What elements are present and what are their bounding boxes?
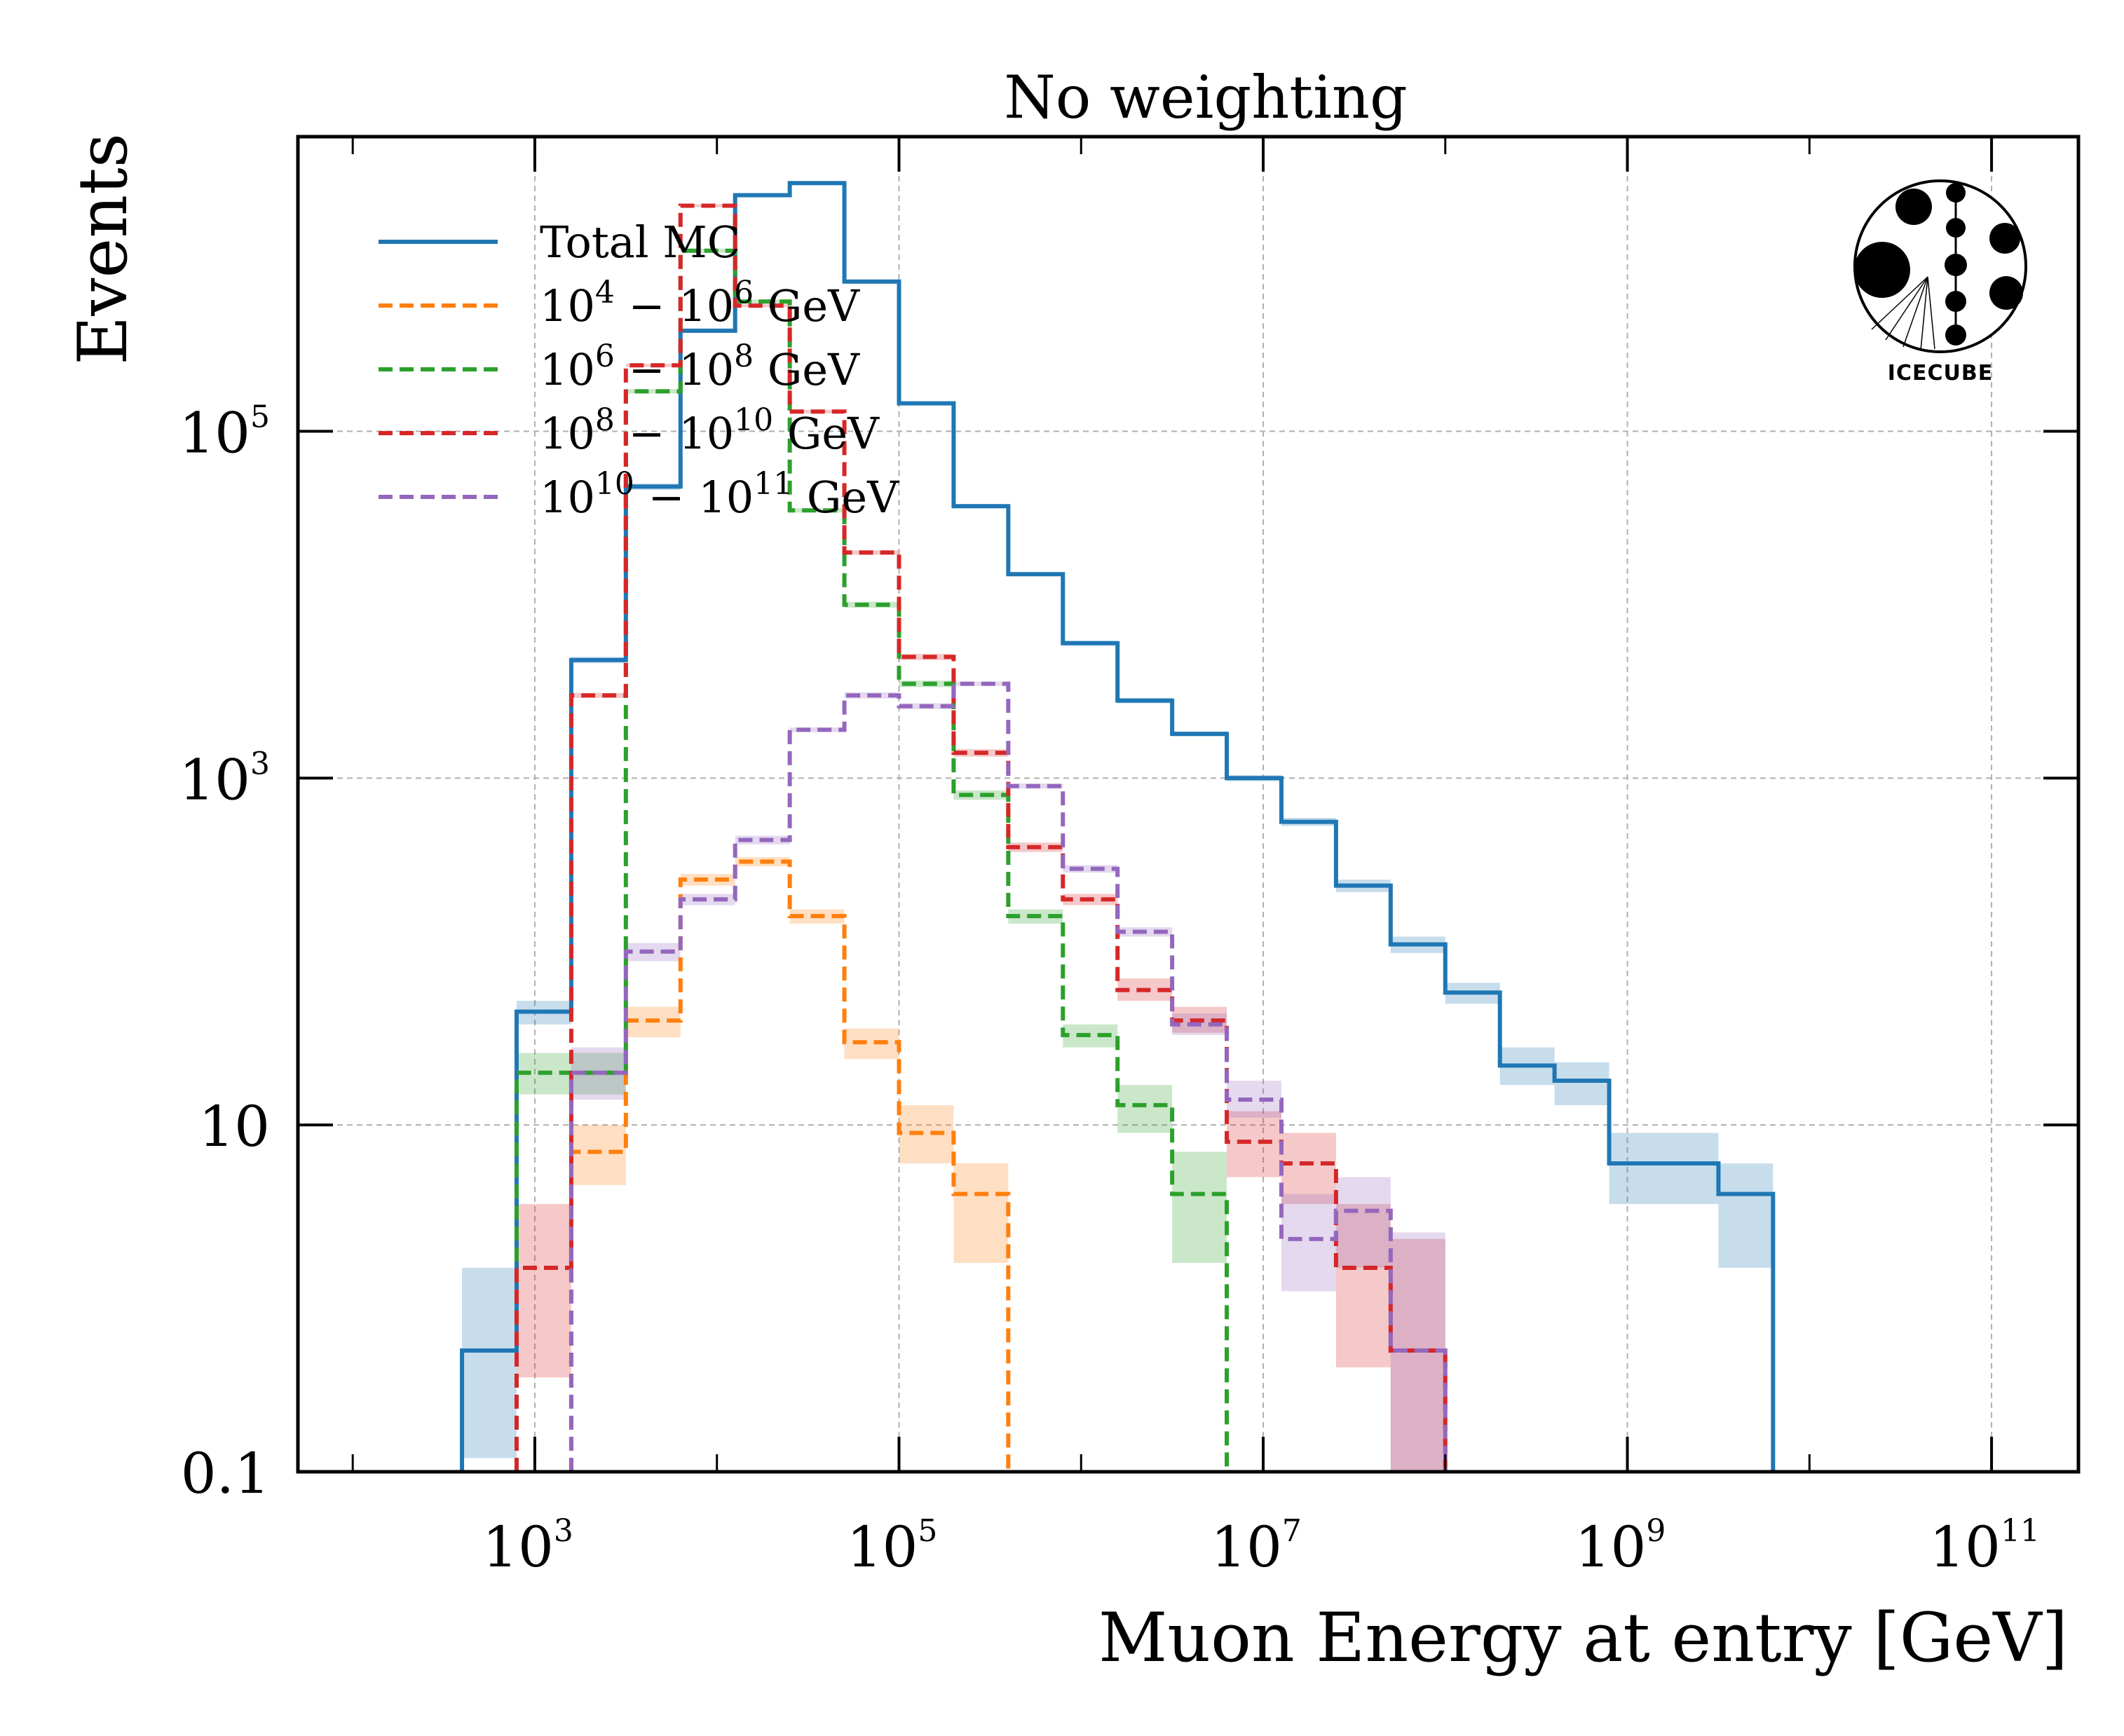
error-band [1663,1133,1719,1204]
x-tick-label: 109 [1575,1513,1666,1580]
error-band [1172,1151,1227,1264]
y-tick-label: 10 [198,1094,270,1159]
logo-dot-icon [1989,276,2023,310]
x-tick-label: 103 [482,1513,573,1580]
logo-dot-icon [1989,223,2020,254]
error-band [1609,1133,1664,1204]
error-band [1335,1203,1391,1368]
series-line-0 [460,181,1776,1472]
logo-text: ICECUBE [1888,361,1993,385]
error-band [625,389,681,394]
x-tick-label: 1011 [1929,1513,2040,1580]
error-band [789,727,845,732]
legend-entry: Total MC [540,217,740,268]
error-band [1063,865,1118,873]
error-band [844,601,899,608]
error-band [789,508,845,513]
grid [298,137,2078,1472]
error-band [1117,1085,1173,1133]
logo-dot-icon [1895,189,1932,225]
logo-dot-icon [1946,218,1966,238]
logo-dot-icon [1945,254,1967,276]
series-lines [460,181,1776,1472]
y-tick-label: 105 [179,399,270,465]
error-band [1227,1111,1281,1177]
y-tick-label: 103 [179,746,270,812]
error-band [1335,1177,1391,1268]
plot-frame [296,135,2081,1474]
legend-entry: 108 − 1010 GeV [540,402,880,459]
error-band [516,1203,571,1378]
x-tick-label: 107 [1211,1513,1302,1580]
error-band [1554,1062,1609,1105]
error-band [953,681,1009,686]
error-band [953,1163,1009,1264]
logo-dot-icon [1945,324,1966,346]
legend: Total MC 104 − 106 GeV 106 − 108 GeV 108 − … [379,217,899,523]
logo-dot-icon [1946,183,1966,203]
legend-entry: 1010 − 1011 GeV [540,466,899,523]
error-band [1390,1238,1445,1472]
legend-entry: 104 − 106 GeV [540,275,860,332]
y-tick-label: 0.1 [181,1441,270,1506]
error-band [844,1028,899,1060]
x-tick-label: 105 [847,1513,938,1580]
logo-large-dot-icon [1854,242,1910,298]
logo-dot-icon [1945,291,1966,312]
error-band [899,1105,954,1164]
icecube-logo: ICECUBE [1853,179,2027,385]
axis-ticks [298,137,2078,1473]
logo-rays-icon [1871,276,1935,351]
error-band [1281,1194,1336,1292]
chart-title: No weighting [1004,63,1408,132]
y-axis-label: Events [64,133,142,365]
error-band [1718,1163,1774,1268]
error-band [1281,1133,1336,1204]
series-line-3 [514,203,1448,1472]
x-axis-label: Muon Energy at entry [GeV] [1098,1599,2068,1677]
error-band [680,894,735,905]
error-band [571,1125,626,1185]
error-band [462,1267,517,1458]
error-band [571,692,626,698]
legend-entry: 106 − 108 GeV [540,339,860,395]
tick-labels: 103 105 107 109 1011 0.1 10 103 105 [179,399,2040,1580]
